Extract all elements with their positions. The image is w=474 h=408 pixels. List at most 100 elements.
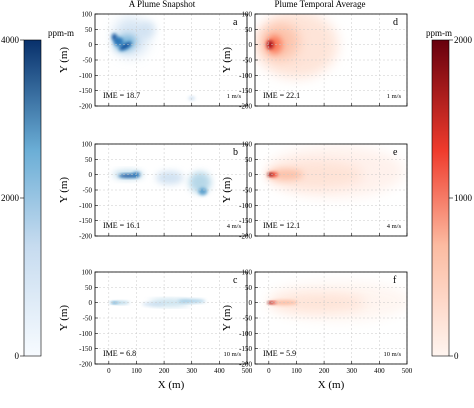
plume-blob bbox=[198, 187, 208, 196]
panel-letter: f bbox=[393, 275, 397, 286]
ime-annotation: IME = 6.8 bbox=[103, 349, 136, 358]
y-tick-label: -200 bbox=[239, 233, 252, 241]
y-tick-label: -50 bbox=[243, 315, 253, 323]
colorbar-right-tick-label: 2000 bbox=[454, 35, 473, 45]
y-tick-label: -100 bbox=[79, 72, 92, 80]
ime-annotation: IME = 16.1 bbox=[103, 221, 140, 230]
y-tick-label: 50 bbox=[85, 284, 93, 292]
y-tick-label: 100 bbox=[242, 269, 253, 277]
y-tick-label: 50 bbox=[85, 156, 93, 164]
x-tick-label: 300 bbox=[346, 367, 357, 375]
y-tick-label: 50 bbox=[245, 26, 253, 34]
y-tick-label: -150 bbox=[239, 87, 252, 95]
y-tick-label: 100 bbox=[82, 11, 93, 19]
y-tick-label: 50 bbox=[85, 26, 93, 34]
plume-blob bbox=[111, 33, 118, 41]
y-tick-label: 0 bbox=[89, 41, 93, 49]
panel-letter: b bbox=[233, 147, 238, 158]
x-tick-label: 200 bbox=[319, 367, 330, 375]
plume-blob bbox=[267, 173, 273, 177]
y-tick-label: -100 bbox=[79, 330, 92, 338]
colorbar-right-tick-label: 0 bbox=[454, 351, 459, 361]
ime-annotation: IME = 5.9 bbox=[263, 349, 296, 358]
x-tick-label: 200 bbox=[159, 367, 170, 375]
y-tick-label: 0 bbox=[249, 171, 253, 179]
colorbar-left-tick-label: 0 bbox=[15, 351, 20, 361]
x-tick-label: 500 bbox=[242, 367, 253, 375]
y-tick-label: -50 bbox=[243, 187, 253, 195]
x-tick-label: 100 bbox=[291, 367, 302, 375]
y-tick-label: -100 bbox=[239, 202, 252, 210]
wind-speed-annotation: 1 m/s bbox=[387, 93, 402, 100]
y-tick-label: -100 bbox=[239, 72, 252, 80]
ime-annotation: IME = 12.1 bbox=[263, 221, 300, 230]
y-tick-label: -50 bbox=[83, 57, 93, 65]
x-tick-label: 0 bbox=[107, 367, 111, 375]
y-axis-label: Y (m) bbox=[221, 47, 233, 74]
wind-speed-annotation: 10 m/s bbox=[383, 351, 401, 358]
y-tick-label: -150 bbox=[239, 345, 252, 353]
colorbar-right-gradient bbox=[431, 39, 450, 357]
panel-letter: a bbox=[233, 17, 238, 28]
x-tick-label: 400 bbox=[374, 367, 385, 375]
y-tick-label: -150 bbox=[239, 217, 252, 225]
panel-letter: e bbox=[393, 147, 398, 158]
panel-b: 100 50 0 -50 -100 -150 -200 Y (m) b IME = 16.1 4 m… bbox=[58, 141, 248, 241]
y-tick-label: -150 bbox=[79, 345, 92, 353]
plume-blob bbox=[110, 301, 119, 304]
y-tick-label: -150 bbox=[79, 217, 92, 225]
y-tick-label: -150 bbox=[79, 87, 92, 95]
wind-speed-annotation: 4 m/s bbox=[227, 223, 242, 230]
plume-blob bbox=[119, 41, 132, 51]
y-tick-label: -100 bbox=[239, 330, 252, 338]
panel-letter: d bbox=[393, 17, 398, 28]
ime-annotation: IME = 22.1 bbox=[263, 91, 300, 100]
y-tick-label: -50 bbox=[243, 57, 253, 65]
colorbar-left-tick-label: 4000 bbox=[1, 35, 20, 45]
plume-blob bbox=[155, 170, 184, 185]
plume-blob bbox=[188, 171, 212, 194]
panel-letter: c bbox=[233, 275, 238, 286]
colorbar-right: ppm-m 2000 1000 0 bbox=[426, 28, 473, 361]
plume-blob bbox=[267, 169, 304, 181]
y-tick-label: -200 bbox=[79, 103, 92, 111]
plume-f bbox=[266, 281, 407, 322]
y-tick-label: 0 bbox=[249, 41, 253, 49]
y-tick-label: -200 bbox=[79, 361, 92, 369]
y-tick-label: 0 bbox=[89, 171, 93, 179]
colorbar-right-label: ppm-m bbox=[426, 28, 452, 38]
y-tick-label: -200 bbox=[79, 233, 92, 241]
y-axis-label: Y (m) bbox=[221, 305, 233, 332]
y-tick-label: 100 bbox=[82, 141, 93, 149]
y-tick-label: -200 bbox=[239, 361, 252, 369]
x-tick-label: 500 bbox=[402, 367, 413, 375]
wind-speed-annotation: 10 m/s bbox=[223, 351, 241, 358]
y-tick-label: 0 bbox=[89, 299, 93, 307]
y-tick-label: 100 bbox=[82, 269, 93, 277]
x-axis-label: X (m) bbox=[318, 379, 345, 391]
y-axis-label: Y (m) bbox=[221, 177, 233, 204]
y-axis-label: Y (m) bbox=[58, 177, 70, 204]
colorbar-right-tick-label: 1000 bbox=[454, 193, 473, 203]
plume-blob bbox=[266, 35, 283, 54]
y-tick-label: -50 bbox=[83, 315, 93, 323]
y-tick-label: -100 bbox=[79, 202, 92, 210]
panel-e: 100 50 0 -50 -100 -150 -200 Y (m) e IME = 12.1 4 m… bbox=[221, 141, 408, 241]
y-tick-label: 100 bbox=[242, 11, 253, 19]
colorbar-left: ppm-m 4000 2000 0 bbox=[1, 28, 74, 361]
x-tick-label: 300 bbox=[186, 367, 197, 375]
plume-b bbox=[112, 170, 212, 196]
y-tick-label: 100 bbox=[242, 141, 253, 149]
plume-blob bbox=[267, 301, 272, 304]
y-axis-label: Y (m) bbox=[58, 47, 70, 74]
panel-d: 100 50 0 -50 -100 -150 -200 Y (m) d IME = 22.1 1 m… bbox=[221, 11, 408, 111]
column-title-snapshot: A Plume Snapshot bbox=[129, 0, 196, 9]
x-tick-label: 0 bbox=[267, 367, 271, 375]
panel-a: 100 50 0 -50 -100 -150 -200 Y (m) a IME = 18.7 1 m… bbox=[58, 11, 248, 111]
wind-speed-annotation: 1 m/s bbox=[227, 93, 242, 100]
x-tick-label: 400 bbox=[214, 367, 225, 375]
plume-blob bbox=[271, 293, 366, 312]
panel-f: 100 500 -50 -100 -150 -200 0 100 200 300 400 500 Y (… bbox=[221, 269, 413, 392]
colorbar-left-gradient bbox=[23, 39, 42, 357]
